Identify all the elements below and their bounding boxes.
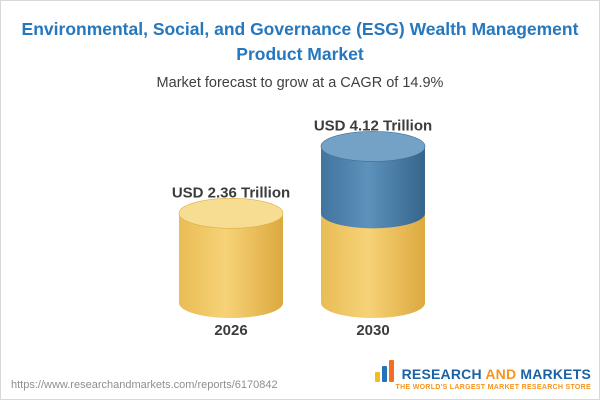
bar-2030-growth-segment <box>321 146 425 229</box>
chart-subtitle: Market forecast to grow at a CAGR of 14.… <box>156 75 444 91</box>
chart-area: USD 2.36 Trillion 2026 USD 4.12 Trillion 20… <box>1 103 599 353</box>
footer: https://www.researchandmarkets.com/repor… <box>1 360 599 399</box>
bar-category-label: 2030 <box>356 322 389 339</box>
bar-value-label: USD 2.36 Trillion <box>172 184 290 201</box>
bar-category-label: 2026 <box>214 322 247 339</box>
logo-tagline: THE WORLD'S LARGEST MARKET RESEARCH STOR… <box>395 384 591 391</box>
header: Environmental, Social, and Governance (E… <box>1 1 599 91</box>
chart-title-line2: Product Market <box>236 43 364 64</box>
logo-word-and: AND <box>485 366 517 382</box>
logo-word-markets: MARKETS <box>520 366 591 382</box>
bar-value-label: USD 4.12 Trillion <box>314 117 432 134</box>
source-url: https://www.researchandmarkets.com/repor… <box>11 379 278 391</box>
cylinder-bar-chart: USD 2.36 Trillion 2026 USD 4.12 Trillion 20… <box>172 117 432 339</box>
brand-logo: RESEARCH AND MARKETS THE WORLD'S LARGEST… <box>374 360 591 391</box>
logo-mark-icon <box>374 360 394 382</box>
bar-2026-top <box>178 198 284 229</box>
bar-2030-base-segment <box>321 213 425 318</box>
chart-title-line1: Environmental, Social, and Governance (E… <box>21 19 579 39</box>
bar-2026-body <box>179 213 283 318</box>
logo-word-research: RESEARCH <box>401 366 482 382</box>
chart-title: Environmental, Social, and Governance (E… <box>20 17 580 66</box>
logo-title: RESEARCH AND MARKETS <box>402 366 591 382</box>
bar-2030-top <box>320 131 426 162</box>
